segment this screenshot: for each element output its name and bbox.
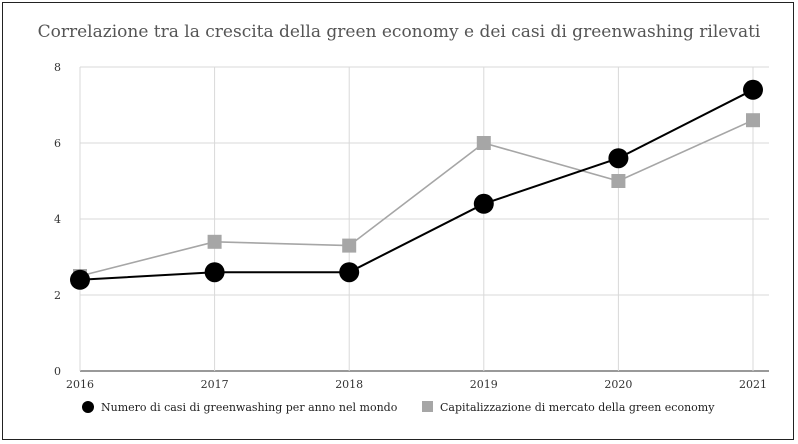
data-point <box>339 262 360 283</box>
x-tick-label: 2016 <box>66 378 94 391</box>
x-axis-ticks: 2016 2017 2018 2019 2020 2021 <box>66 378 767 391</box>
chart-frame <box>2 2 794 440</box>
y-tick-label: 8 <box>54 61 61 74</box>
data-point <box>611 174 626 188</box>
data-point <box>342 238 357 253</box>
data-point <box>70 269 90 290</box>
data-point <box>608 148 629 169</box>
series-1 <box>70 79 763 290</box>
data-point <box>746 113 760 128</box>
y-tick-label: 2 <box>54 289 61 302</box>
chart-title: Correlazione tra la crescita della green… <box>37 22 761 42</box>
data-point <box>473 193 494 214</box>
y-tick-label: 4 <box>54 213 61 226</box>
x-tick-label: 2018 <box>335 378 363 391</box>
x-tick-label: 2019 <box>470 378 498 391</box>
legend-label: Numero di casi di greenwashing per anno … <box>101 401 398 414</box>
y-tick-label: 6 <box>54 137 61 150</box>
legend-label: Capitalizzazione di mercato della green … <box>440 401 715 414</box>
y-tick-label: 0 <box>54 365 61 378</box>
x-tick-label: 2017 <box>201 378 229 391</box>
legend-marker-square <box>422 401 433 412</box>
legend-marker-circle <box>82 401 94 413</box>
x-tick-label: 2021 <box>739 378 767 391</box>
data-point <box>743 79 763 100</box>
series-line <box>79 88 754 281</box>
x-tick-label: 2020 <box>604 378 632 391</box>
data-point <box>204 262 225 283</box>
y-axis-ticks: 0 2 4 6 8 <box>54 61 61 378</box>
data-point <box>207 234 222 249</box>
series-layer <box>70 79 763 290</box>
legend: Numero di casi di greenwashing per anno … <box>82 401 715 414</box>
data-point <box>476 136 491 150</box>
series-line <box>79 119 754 277</box>
grid-lines <box>79 66 769 372</box>
